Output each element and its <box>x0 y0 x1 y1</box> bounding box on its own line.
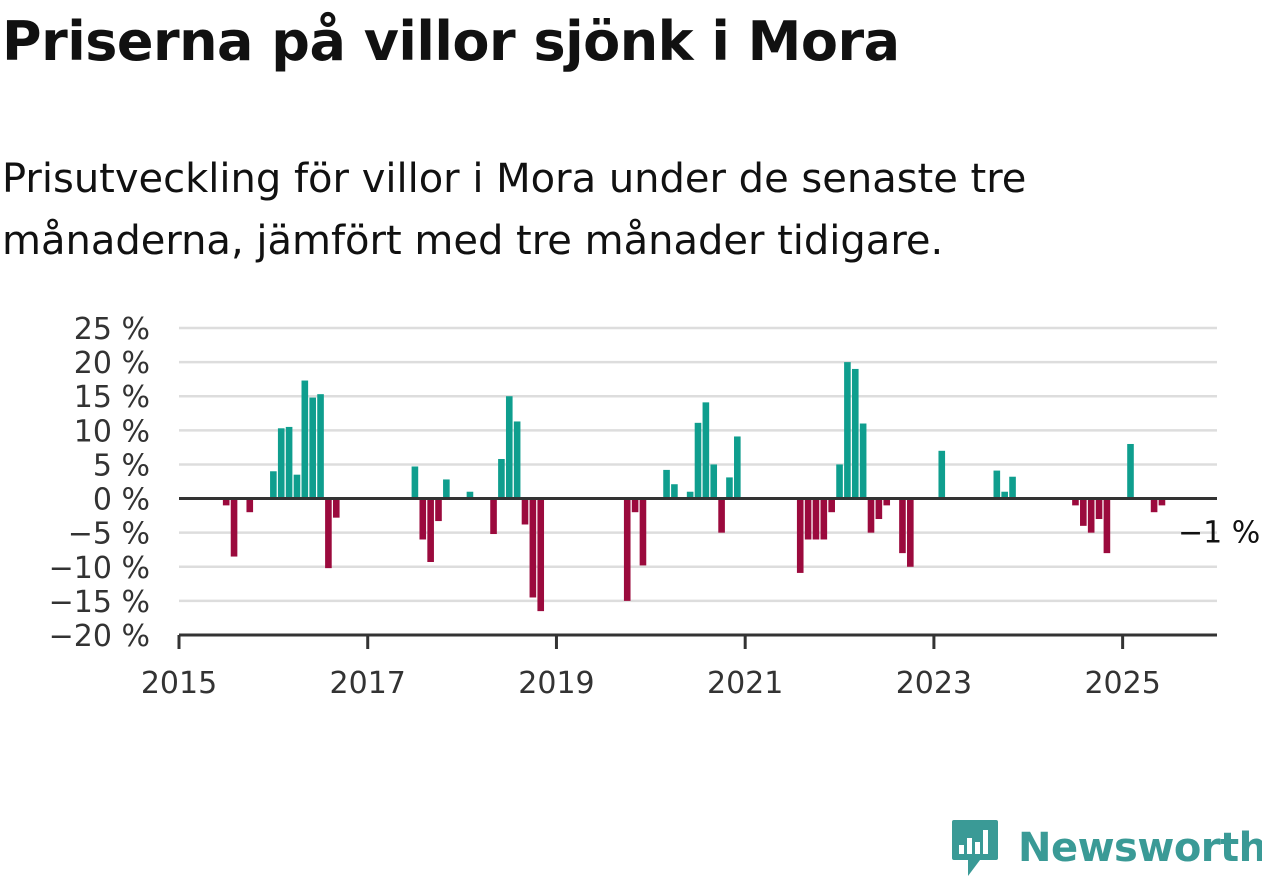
bar <box>230 498 238 557</box>
bar <box>505 396 513 499</box>
bar <box>246 498 254 513</box>
bar <box>702 402 710 499</box>
y-tick-label: 25 % <box>74 312 150 347</box>
bar <box>726 477 733 499</box>
bar <box>938 450 946 499</box>
bar <box>631 498 639 513</box>
bar <box>1001 491 1008 499</box>
bar <box>851 368 859 499</box>
y-tick-label: −5 % <box>68 517 150 552</box>
bar <box>710 464 718 499</box>
bar <box>222 498 230 506</box>
y-tick-label: 15 % <box>74 380 150 415</box>
bar <box>734 436 741 499</box>
bar <box>796 498 804 573</box>
price-change-chart: 25 %20 %15 %10 %5 %0 %−5 %−10 %−15 %−20 … <box>49 312 1261 701</box>
bar <box>317 394 324 499</box>
bar <box>875 498 883 520</box>
bar <box>899 498 906 554</box>
bar <box>907 498 914 567</box>
bar <box>804 498 812 540</box>
bar <box>529 498 537 598</box>
bars <box>222 362 1166 612</box>
page-title: Priserna på villor sjönk i Mora <box>2 10 900 73</box>
bar <box>686 491 694 499</box>
bar <box>694 422 702 499</box>
bar <box>844 362 851 499</box>
bar <box>419 498 427 540</box>
bar <box>671 484 678 499</box>
bar <box>639 498 647 566</box>
bar <box>828 498 835 513</box>
bar <box>1095 498 1103 520</box>
bar <box>859 423 867 499</box>
bar <box>498 458 505 499</box>
newsworthy-logo: Newsworthy <box>950 818 1262 878</box>
bar <box>663 469 670 499</box>
bar <box>293 474 301 499</box>
bar <box>1103 498 1111 554</box>
x-tick-label: 2017 <box>330 666 406 701</box>
bar <box>1072 498 1079 506</box>
x-tick-label: 2025 <box>1084 666 1160 701</box>
bar <box>883 498 891 506</box>
brand-name: Newsworthy <box>1018 825 1262 871</box>
bar <box>1127 443 1134 499</box>
bar <box>1150 498 1158 513</box>
y-tick-label: 10 % <box>74 414 150 449</box>
bar <box>411 466 419 499</box>
y-axis-tick-labels: 25 %20 %15 %10 %5 %0 %−5 %−10 %−15 %−20 … <box>49 312 150 654</box>
y-tick-label: 0 % <box>93 483 150 518</box>
bar <box>993 470 1001 499</box>
bar <box>1080 498 1087 526</box>
bar <box>443 479 450 499</box>
bar <box>325 498 332 569</box>
bar <box>301 380 309 499</box>
bar <box>867 498 875 533</box>
bar <box>1158 498 1166 506</box>
bar <box>277 428 285 499</box>
axes <box>179 497 1217 637</box>
page-subtitle: Prisutveckling för villor i Mora under d… <box>2 156 1027 264</box>
bar <box>332 498 340 518</box>
newsworthy-chart-icon <box>952 820 998 876</box>
bar <box>718 498 725 533</box>
bar <box>466 491 474 499</box>
x-tick-label: 2021 <box>707 666 783 701</box>
bar <box>513 421 521 499</box>
bar <box>537 498 545 612</box>
bar <box>1087 498 1095 533</box>
bar <box>623 498 631 601</box>
bar <box>309 397 316 499</box>
y-tick-label: 20 % <box>74 346 150 381</box>
y-tick-label: 5 % <box>93 448 150 483</box>
bar <box>285 426 293 499</box>
bar <box>427 498 434 563</box>
bar <box>836 464 843 499</box>
y-tick-label: −15 % <box>49 585 150 620</box>
bar <box>490 498 497 535</box>
y-tick-label: −10 % <box>49 551 150 586</box>
x-tick-label: 2015 <box>141 666 217 701</box>
x-tick-label: 2023 <box>896 666 972 701</box>
x-axis-tick-labels: 2015 2017 2019 2021 2023 2025 <box>141 635 1161 701</box>
bar <box>1009 476 1016 499</box>
bar <box>435 498 442 522</box>
latest-value-label: −1 % <box>1178 516 1260 551</box>
x-tick-label: 2019 <box>518 666 594 701</box>
bar <box>812 498 820 540</box>
bar <box>820 498 828 540</box>
bar <box>521 498 529 525</box>
y-tick-label: −20 % <box>49 619 150 654</box>
bar <box>270 471 277 499</box>
